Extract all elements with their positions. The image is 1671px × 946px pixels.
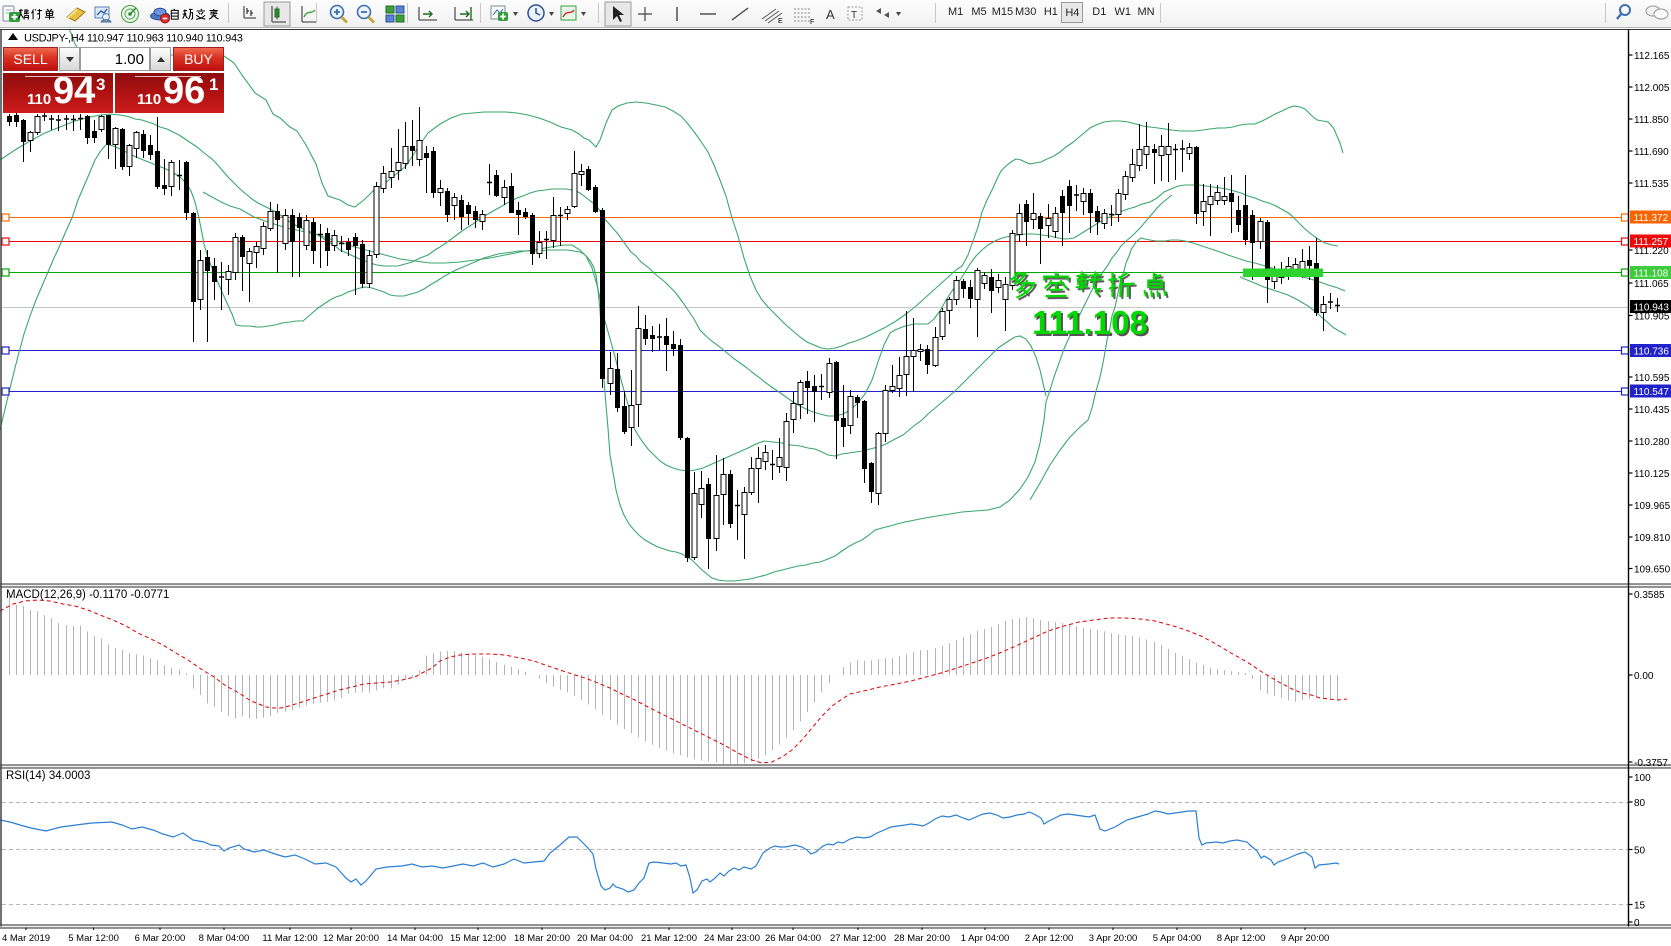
svg-text:MACD(12,26,9) -0.1170 -0.0771: MACD(12,26,9) -0.1170 -0.0771 — [6, 589, 169, 601]
svg-text:15: 15 — [1634, 900, 1646, 911]
svg-text:20 Mar 04:00: 20 Mar 04:00 — [577, 933, 633, 944]
svg-text:3 Apr 20:00: 3 Apr 20:00 — [1089, 933, 1138, 944]
svg-text:12 Mar 20:00: 12 Mar 20:00 — [323, 933, 379, 944]
svg-text:110.280: 110.280 — [1634, 437, 1670, 448]
svg-text:18 Mar 20:00: 18 Mar 20:00 — [514, 933, 570, 944]
svg-text:111.850: 111.850 — [1634, 115, 1669, 126]
svg-text:110.595: 110.595 — [1634, 373, 1670, 384]
svg-text:E: E — [778, 18, 783, 25]
svg-text:F: F — [810, 19, 814, 26]
svg-text:-0.3757: -0.3757 — [1634, 758, 1668, 769]
svg-text:28 Mar 20:00: 28 Mar 20:00 — [894, 933, 950, 944]
svg-text:110.736: 110.736 — [1634, 347, 1670, 358]
svg-text:111.690: 111.690 — [1634, 147, 1669, 158]
svg-text:80: 80 — [1634, 798, 1646, 809]
svg-text:100: 100 — [1634, 773, 1651, 784]
svg-text:8 Mar 04:00: 8 Mar 04:00 — [199, 933, 250, 944]
svg-text:27 Mar 12:00: 27 Mar 12:00 — [830, 933, 886, 944]
svg-text:109.650: 109.650 — [1634, 564, 1671, 575]
svg-text:14 Mar 04:00: 14 Mar 04:00 — [387, 933, 443, 944]
svg-text:109.965: 109.965 — [1634, 501, 1671, 512]
svg-text:110.943: 110.943 — [1634, 303, 1670, 314]
svg-text:2 Apr 12:00: 2 Apr 12:00 — [1025, 933, 1074, 944]
svg-text:110.435: 110.435 — [1634, 405, 1670, 416]
svg-text:21 Mar 12:00: 21 Mar 12:00 — [641, 933, 697, 944]
svg-text:0.00: 0.00 — [1634, 671, 1654, 682]
svg-text:111.108: 111.108 — [1634, 269, 1669, 280]
svg-text:111.257: 111.257 — [1634, 237, 1669, 248]
svg-text:RSI(14) 34.0003: RSI(14) 34.0003 — [6, 770, 90, 782]
svg-text:11 Mar 12:00: 11 Mar 12:00 — [262, 933, 317, 944]
svg-text:111.108: 111.108 — [1034, 306, 1150, 343]
svg-text:110.547: 110.547 — [1634, 387, 1670, 398]
svg-text:T: T — [851, 10, 857, 21]
svg-text:0.3585: 0.3585 — [1634, 590, 1665, 601]
svg-text:111.108: 111.108 — [1032, 304, 1148, 341]
svg-text:9 Apr 20:00: 9 Apr 20:00 — [1281, 933, 1330, 944]
svg-text:0: 0 — [1634, 918, 1640, 929]
svg-text:26 Mar 04:00: 26 Mar 04:00 — [765, 933, 821, 944]
svg-text:112.005: 112.005 — [1634, 83, 1670, 94]
svg-text:15 Mar 12:00: 15 Mar 12:00 — [450, 933, 506, 944]
svg-text:1 Apr 04:00: 1 Apr 04:00 — [961, 933, 1010, 944]
svg-text:A: A — [826, 7, 835, 22]
svg-text:50: 50 — [1634, 845, 1646, 856]
svg-text:111.220: 111.220 — [1634, 246, 1669, 257]
svg-text:24 Mar 23:00: 24 Mar 23:00 — [704, 933, 760, 944]
svg-text:5 Mar 12:00: 5 Mar 12:00 — [68, 933, 119, 944]
svg-text:110.905: 110.905 — [1634, 311, 1670, 322]
svg-text:111.535: 111.535 — [1634, 179, 1669, 190]
svg-text:4 Mar 2019: 4 Mar 2019 — [2, 933, 50, 944]
svg-text:6 Mar 20:00: 6 Mar 20:00 — [135, 933, 186, 944]
svg-text:109.810: 109.810 — [1634, 533, 1671, 544]
svg-text:110.125: 110.125 — [1634, 469, 1670, 480]
svg-text:USDJPY-,H4 110.947 110.963 11: USDJPY-,H4 110.947 110.963 110.940 110.9… — [24, 33, 243, 45]
svg-text:111.065: 111.065 — [1634, 279, 1669, 290]
svg-text:8 Apr 12:00: 8 Apr 12:00 — [1217, 933, 1266, 944]
svg-text:111.372: 111.372 — [1634, 213, 1669, 224]
svg-text:112.165: 112.165 — [1634, 51, 1670, 62]
svg-text:5 Apr 04:00: 5 Apr 04:00 — [1153, 933, 1202, 944]
